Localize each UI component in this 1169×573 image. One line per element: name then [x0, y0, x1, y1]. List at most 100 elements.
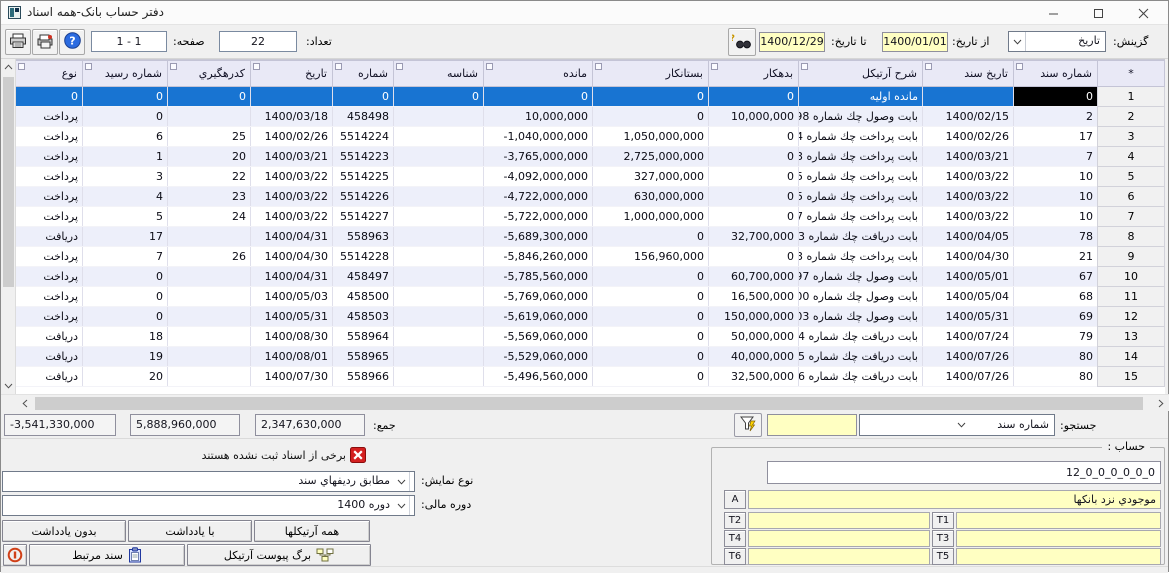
grid-cell[interactable]: 1400/05/31	[250, 306, 333, 327]
grid-cell[interactable]	[167, 226, 251, 247]
grid-cell[interactable]: بابت پرداخت چك شماره 5	[798, 166, 923, 187]
grid-cell[interactable]	[393, 306, 484, 327]
grid-cell[interactable]: 1400/05/01	[922, 266, 1014, 287]
grid-cell[interactable]: 67	[1013, 266, 1098, 287]
minimize-button[interactable]	[1031, 1, 1076, 25]
slot-field-t3[interactable]	[956, 530, 1161, 547]
fiscal-period-combo[interactable]: دوره 1400	[2, 495, 415, 516]
grid-cell[interactable]	[393, 206, 484, 227]
grid-cell[interactable]: 1400/03/18	[250, 106, 333, 127]
grid-cell[interactable]: 5514227	[332, 206, 394, 227]
grid-cell[interactable]	[393, 366, 484, 387]
grid-cell[interactable]: 10,000,000	[708, 106, 799, 127]
grid-cell[interactable]: 21	[1013, 246, 1098, 267]
grid-cell[interactable]: پرداخت	[15, 306, 83, 327]
grid-cell[interactable]: -5,785,560,000	[483, 266, 593, 287]
grid-cell[interactable]	[250, 86, 333, 107]
row-number-cell[interactable]: 13	[1097, 326, 1165, 347]
row-number-cell[interactable]: 14	[1097, 346, 1165, 367]
grid-cell[interactable]: 458503	[332, 306, 394, 327]
column-header[interactable]: شماره	[332, 60, 394, 87]
column-checkbox[interactable]	[595, 63, 602, 70]
grid-cell[interactable]: 0	[592, 226, 709, 247]
article-attachment-button[interactable]: برگ پیوست آرتیكل	[187, 544, 371, 566]
grid-cell[interactable]: 0	[708, 206, 799, 227]
grid-cell[interactable]: 10	[1013, 166, 1098, 187]
grid-cell[interactable]: 5514224	[332, 126, 394, 147]
table-row[interactable]: 14 80 1400/07/26 بابت دریافت چك شماره 5 40,0…	[15, 346, 1165, 367]
grid-cell[interactable]: 7	[1013, 146, 1098, 167]
grid-cell[interactable]	[393, 226, 484, 247]
grid-cell[interactable]: -1,040,000,000	[483, 126, 593, 147]
grid-cell[interactable]: پرداخت	[15, 266, 83, 287]
grid-cell[interactable]: 2,725,000,000	[592, 146, 709, 167]
row-number-cell[interactable]: 4	[1097, 146, 1165, 167]
grid-cell[interactable]: بابت دریافت چك شماره 3	[798, 226, 923, 247]
grid-cell[interactable]: پرداخت	[15, 106, 83, 127]
grid-cell[interactable]: 1400/05/03	[250, 286, 333, 307]
page-range-field[interactable]: 1 - 1	[91, 31, 167, 52]
grid-cell[interactable]: 0	[708, 146, 799, 167]
grid-cell[interactable]: 558966	[332, 366, 394, 387]
close-button[interactable]	[1121, 1, 1166, 25]
slot-button-t5[interactable]: T5	[932, 548, 954, 565]
column-header[interactable]: شناسه	[393, 60, 484, 87]
grid-cell[interactable]	[167, 306, 251, 327]
grid-cell[interactable]: پرداخت	[15, 206, 83, 227]
without-note-button[interactable]: بدون یادداشت	[2, 520, 126, 542]
grid-cell[interactable]: -5,569,060,000	[483, 326, 593, 347]
grid-cell[interactable]: 23	[167, 186, 251, 207]
grid-cell[interactable]: -4,722,000,000	[483, 186, 593, 207]
grid-cell[interactable]: 20	[82, 366, 168, 387]
slot-button-t6[interactable]: T6	[724, 548, 746, 565]
grid-cell[interactable]	[393, 186, 484, 207]
grid-cell[interactable]	[393, 266, 484, 287]
grid-cell[interactable]: بابت دریافت چك شماره 6	[798, 366, 923, 387]
grid-cell[interactable]: 0	[167, 86, 251, 107]
column-checkbox[interactable]	[85, 63, 92, 70]
grid-cell[interactable]: دریافت	[15, 226, 83, 247]
grid-cell[interactable]: بابت دریافت چك شماره 4	[798, 326, 923, 347]
column-header[interactable]: شماره سند	[1013, 60, 1098, 87]
grid-cell[interactable]: 150,000,000	[708, 306, 799, 327]
grid-cell[interactable]: 32,700,000	[708, 226, 799, 247]
table-row[interactable]: 1 0 مانده اولیه 0 0 0 0 0 0 0 0	[15, 86, 1165, 107]
column-checkbox[interactable]	[170, 63, 177, 70]
grid-cell[interactable]: 0	[592, 86, 709, 107]
from-date-field[interactable]: 1400/01/01	[882, 32, 948, 52]
print-preview-button[interactable]	[32, 29, 58, 55]
grid-cell[interactable]: پرداخت	[15, 146, 83, 167]
grid-cell[interactable]: 5	[82, 206, 168, 227]
column-checkbox[interactable]	[18, 63, 25, 70]
grid-cell[interactable]: -4,092,000,000	[483, 166, 593, 187]
count-field[interactable]: 22	[219, 31, 297, 52]
column-checkbox[interactable]	[925, 63, 932, 70]
grid-cell[interactable]: 5514223	[332, 146, 394, 167]
grid-cell[interactable]: 0	[82, 106, 168, 127]
grid-cell[interactable]	[393, 246, 484, 267]
grid-cell[interactable]	[167, 346, 251, 367]
grid-cell[interactable]: 17	[1013, 126, 1098, 147]
selection-mode-combo[interactable]: تاریخ	[1008, 31, 1106, 52]
grid-cell[interactable]	[167, 106, 251, 127]
grid-cell[interactable]: 0	[708, 166, 799, 187]
grid-cell[interactable]	[393, 326, 484, 347]
view-type-combo[interactable]: مطابق ردیفهاي سند	[2, 471, 415, 492]
slot-button-t4[interactable]: T4	[724, 530, 746, 547]
grid-cell[interactable]: بابت وصول چك شماره 00	[798, 286, 923, 307]
grid-cell[interactable]: 1400/04/31	[250, 266, 333, 287]
column-header[interactable]: شرح آرتیکل	[798, 60, 923, 87]
grid-cell[interactable]: 1400/07/30	[250, 366, 333, 387]
grid-cell[interactable]: 0	[393, 86, 484, 107]
table-row[interactable]: 15 80 1400/07/26 بابت دریافت چك شماره 6 32,5…	[15, 366, 1165, 387]
slot-button-t3[interactable]: T3	[932, 530, 954, 547]
row-number-cell[interactable]: 11	[1097, 286, 1165, 307]
grid-cell[interactable]: 0	[82, 286, 168, 307]
help-button[interactable]: ?	[59, 29, 85, 55]
grid-cell[interactable]: 1400/04/05	[922, 226, 1014, 247]
grid-cell[interactable]: 1400/04/30	[250, 246, 333, 267]
row-number-cell[interactable]: 6	[1097, 186, 1165, 207]
grid-cell[interactable]: پرداخت	[15, 246, 83, 267]
